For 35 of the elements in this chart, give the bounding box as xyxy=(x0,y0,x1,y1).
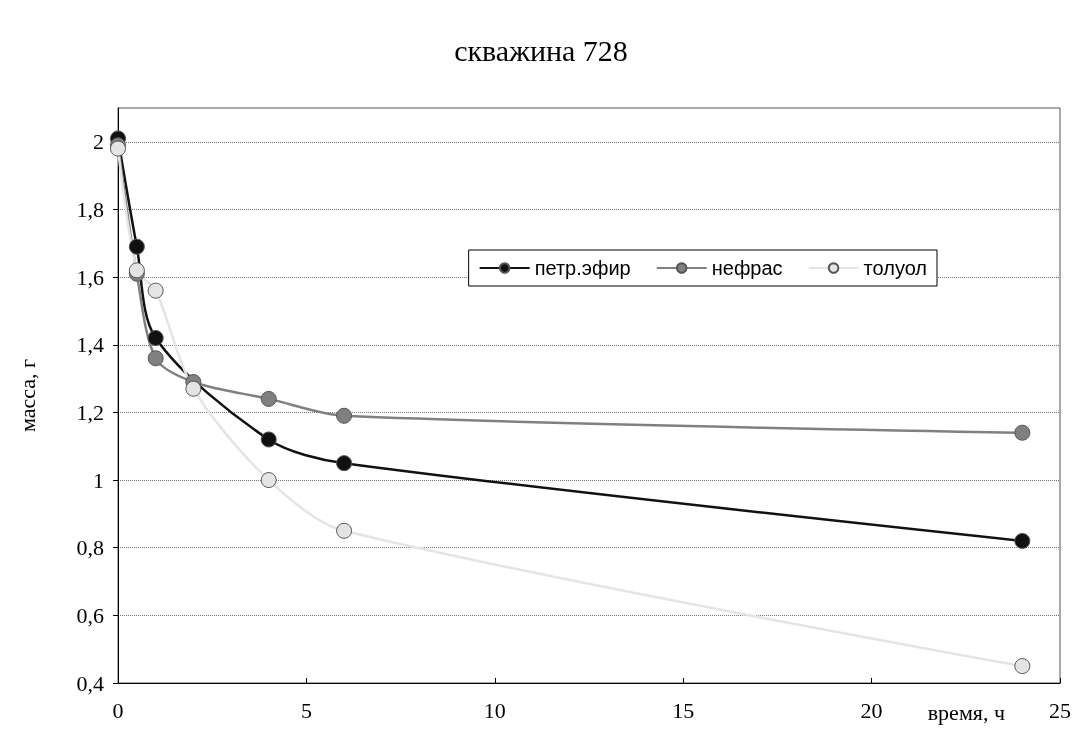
x-tick-label: 15 xyxy=(672,697,695,723)
x-tick-label: 25 xyxy=(1049,697,1071,723)
legend-label: толуол xyxy=(863,257,928,279)
point xyxy=(128,238,145,255)
point xyxy=(147,282,164,299)
y-tick-label: 1,6 xyxy=(76,264,104,290)
y-tick-label: 0,6 xyxy=(76,602,104,628)
x-tick-label: 0 xyxy=(112,697,124,723)
y-tick-label: 1,8 xyxy=(76,196,104,222)
point xyxy=(1014,658,1031,675)
y-tick-label: 0,4 xyxy=(76,670,104,696)
legend-label: петр.эфир xyxy=(534,257,631,279)
y-tick-label: 1,2 xyxy=(76,399,104,425)
x-tick-label: 20 xyxy=(860,697,883,723)
point xyxy=(1014,424,1031,441)
y-axis-title: масса, г xyxy=(14,358,40,433)
legend-label: нефрас xyxy=(711,257,783,279)
point xyxy=(147,330,164,346)
point xyxy=(185,380,202,397)
point xyxy=(1014,532,1031,549)
y-tick-label: 1 xyxy=(93,467,104,493)
x-tick-label: 5 xyxy=(300,697,312,723)
chart-title: скважина 728 xyxy=(454,33,628,67)
x-tick-label: 10 xyxy=(483,697,506,723)
point xyxy=(260,472,277,489)
point xyxy=(260,431,277,448)
y-tick-label: 2 xyxy=(93,129,104,155)
point xyxy=(260,390,277,407)
y-tick-label: 0,8 xyxy=(76,535,104,561)
y-tick-label: 1,4 xyxy=(76,332,104,358)
point xyxy=(336,522,353,539)
point xyxy=(336,455,353,472)
point xyxy=(147,350,164,367)
x-axis-title: время, ч xyxy=(927,699,1005,725)
point xyxy=(336,407,353,424)
